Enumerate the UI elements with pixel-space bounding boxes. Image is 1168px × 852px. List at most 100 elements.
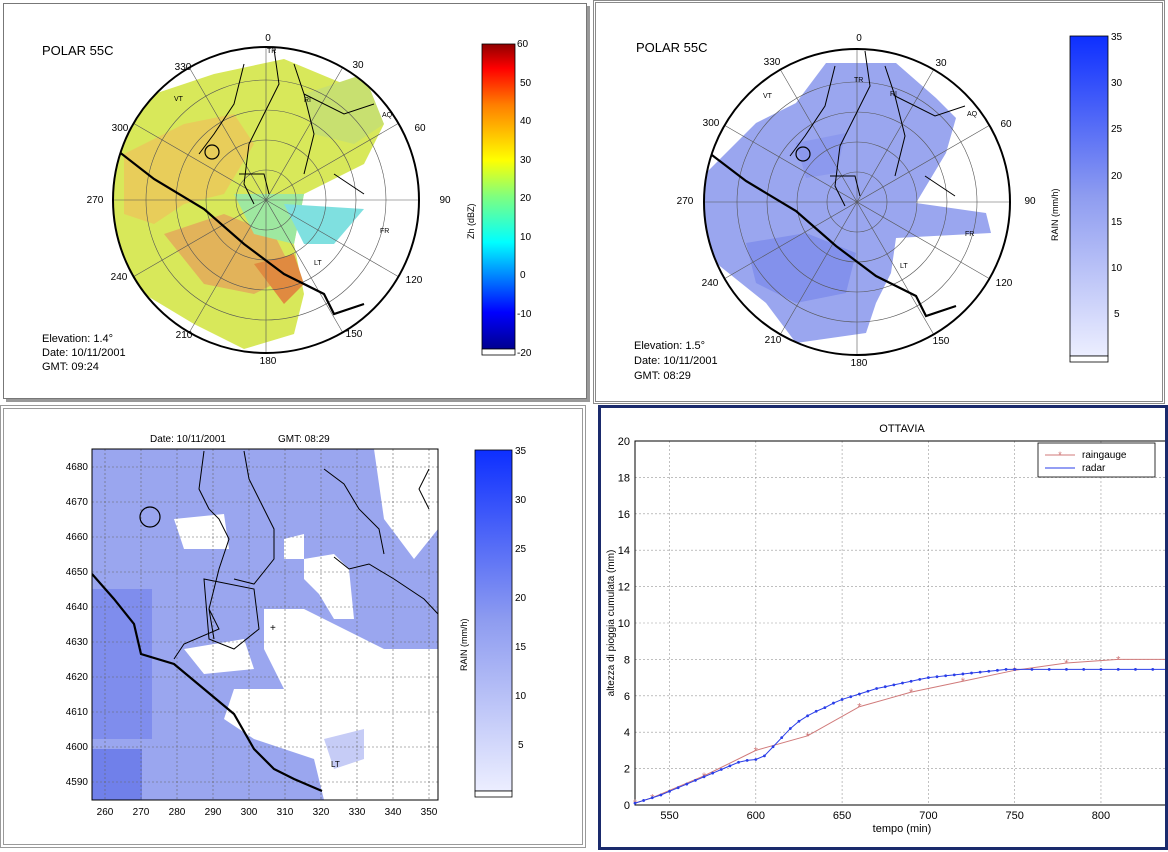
ppi-range-rings — [113, 47, 419, 353]
rain-ppi-gmt: GMT: 08:29 — [634, 370, 691, 382]
rainrate-cartesian-svg: Date: 10/11/2001 GMT: 08:29 — [66, 434, 527, 818]
site-fr: FR — [380, 228, 389, 235]
zh-tick: 10 — [520, 232, 532, 243]
radar-point — [987, 669, 991, 673]
site-tr: TR — [267, 48, 276, 55]
radar-line — [634, 668, 1168, 804]
zh-colorbar-ticks: 60 50 40 30 20 10 0 -10 -20 — [517, 39, 532, 359]
az-150: 150 — [933, 336, 950, 347]
radar-point — [892, 683, 896, 687]
radar-point — [1082, 668, 1086, 671]
x-tick-label: 600 — [747, 810, 765, 822]
raingauge-point: * — [805, 731, 810, 743]
radar-point — [970, 671, 973, 675]
x-tick: 260 — [97, 807, 114, 818]
raingauge-point: * — [1064, 658, 1069, 670]
rain-ppi-elevation: Elevation: 1.5° — [634, 340, 705, 352]
grid-site-lt: LT — [331, 760, 340, 769]
az-30: 30 — [352, 60, 364, 71]
rain-ppi-outer-ring — [703, 48, 1011, 356]
x-tick: 270 — [133, 807, 150, 818]
az-240: 240 — [702, 278, 719, 289]
y-tick: 4640 — [66, 602, 89, 613]
x-tick-label: 550 — [660, 810, 678, 822]
az-0: 0 — [856, 33, 862, 44]
rain-ppi-meta: Elevation: 1.5° Date: 10/11/2001 GMT: 08… — [634, 340, 718, 382]
raingauge-point: * — [754, 745, 759, 757]
radar-point — [909, 679, 913, 683]
zh-tick: -10 — [517, 309, 532, 320]
cb-tick: 25 — [515, 544, 527, 555]
panel-cumulative-rain-chart: OTTAVIA 0 2 4 6 8 10 12 14 16 18 20 550 600 650 700 750… — [598, 405, 1168, 850]
y-tick-label: 8 — [624, 654, 630, 666]
radar-point — [728, 764, 732, 768]
cb-tick: 30 — [515, 495, 527, 506]
zh-elevation: Elevation: 1.4° — [42, 333, 113, 345]
chart-series: ************ — [633, 654, 1168, 810]
site-aq: AQ — [967, 111, 978, 118]
radar-point — [659, 793, 663, 797]
az-150: 150 — [346, 329, 363, 340]
y-tick-label: 18 — [618, 472, 630, 484]
y-tick-label: 14 — [618, 545, 630, 557]
radar-point — [754, 758, 758, 761]
radar-point — [961, 672, 965, 676]
radar-point — [935, 675, 939, 679]
radar-point — [745, 759, 749, 762]
site-lt: LT — [900, 263, 908, 270]
site-ri: RI — [890, 91, 897, 98]
az-300: 300 — [703, 118, 720, 129]
raingauge-point: * — [909, 687, 914, 699]
az-240: 240 — [111, 272, 128, 283]
az-90: 90 — [1024, 196, 1036, 207]
raingauge-point: * — [857, 702, 862, 714]
radar-point — [978, 670, 982, 674]
radar-point — [1047, 668, 1051, 671]
rain-ppi-sites: TR RI AQ VT FR LT — [763, 77, 978, 270]
reflectivity-ppi-svg: POLAR 55C TR RI AQ VT FR — [42, 33, 532, 373]
zh-tick: 20 — [520, 193, 532, 204]
zh-tick: 50 — [520, 78, 532, 89]
radar-point — [711, 771, 715, 775]
grid-site-marker-1: + — [270, 623, 276, 634]
y-tick-label: 0 — [624, 800, 630, 812]
y-tick-label: 2 — [624, 764, 630, 776]
zh-colorbar — [481, 43, 516, 350]
cb-tick: 20 — [515, 593, 527, 604]
zh-tick: 60 — [517, 39, 529, 50]
radar-point — [788, 727, 792, 730]
rain-ppi-rings — [704, 49, 1010, 355]
y-tick: 4670 — [66, 497, 89, 508]
az-120: 120 — [996, 278, 1013, 289]
raingauge-point: * — [961, 676, 966, 688]
panel-reflectivity-ppi: POLAR 55C TR RI AQ VT FR — [3, 3, 587, 399]
radar-point — [719, 768, 723, 771]
x-tick: 320 — [313, 807, 330, 818]
rain-tick: 20 — [1111, 171, 1123, 182]
rain-ppi-azimuth-labels: 0 30 60 90 120 150 180 210 240 270 300 3… — [677, 33, 1036, 369]
zh-meta: Elevation: 1.4° Date: 10/11/2001 GMT: 09… — [42, 333, 126, 373]
raingauge-point: * — [1116, 654, 1121, 666]
rainrate-echo-field — [704, 63, 991, 343]
y-tick: 4650 — [66, 567, 89, 578]
rain-ppi-colorbar — [1069, 35, 1109, 357]
y-tick-label: 12 — [618, 582, 630, 594]
y-tick: 4610 — [66, 707, 89, 718]
radar-point — [849, 695, 853, 699]
az-30: 30 — [935, 58, 947, 69]
az-180: 180 — [260, 356, 277, 367]
cumulative-rain-chart-svg: OTTAVIA 0 2 4 6 8 10 12 14 16 18 20 550 600 650 700 750… — [606, 423, 1168, 835]
grid-coastline — [92, 450, 438, 793]
cb-tick: 35 — [515, 446, 527, 457]
site-fr: FR — [965, 231, 974, 238]
raingauge-point: * — [1013, 665, 1018, 677]
x-tick: 280 — [169, 807, 186, 818]
x-tick-label: 750 — [1005, 810, 1023, 822]
az-0: 0 — [265, 33, 271, 44]
radar-point — [944, 674, 948, 678]
grid-rain-field — [92, 449, 438, 800]
legend-raingauge-marker: * — [1058, 450, 1062, 460]
radar-point — [676, 786, 680, 790]
site-vt: VT — [763, 93, 773, 100]
radar-point — [1134, 668, 1137, 671]
